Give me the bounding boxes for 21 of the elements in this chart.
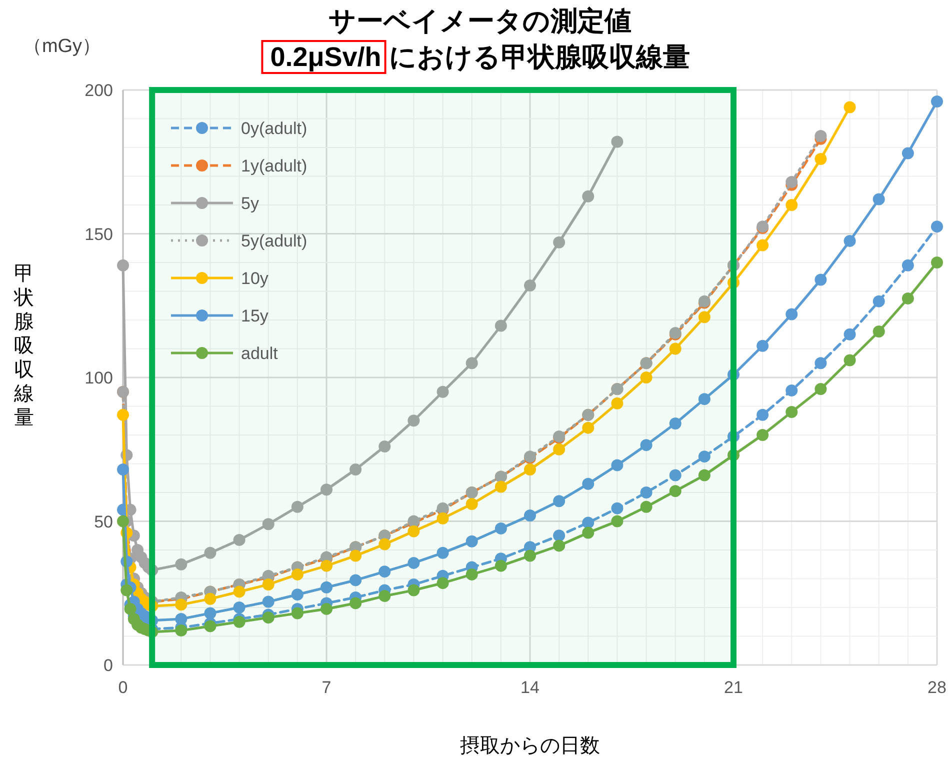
x-tick-label: 28 <box>928 678 946 697</box>
y-axis-title: 甲状腺吸収線量 <box>13 263 34 429</box>
y-tick-label: 200 <box>84 81 113 100</box>
x-tick-label: 21 <box>724 678 743 697</box>
legend-label: 5y(adult) <box>241 232 308 250</box>
y-tick-label: 0 <box>104 656 113 675</box>
x-tick-label: 14 <box>520 678 540 697</box>
y-tick-label: 50 <box>94 512 113 532</box>
legend-label: 10y <box>241 269 269 288</box>
x-tick-label: 7 <box>322 678 332 697</box>
x-tick-label: 0 <box>118 678 128 697</box>
legend-label: 5y <box>241 194 260 213</box>
legend-label: 0y(adult) <box>241 119 308 138</box>
legend-label: 15y <box>241 306 269 326</box>
legend-label: 1y(adult) <box>241 156 308 176</box>
legend-label: adult <box>241 344 278 363</box>
text: （mGy） <box>22 36 102 57</box>
chart-title: サーベイメータの測定値 0.2μSv/h における甲状腺吸収線量 <box>270 6 690 72</box>
y-tick-label: 150 <box>84 224 113 244</box>
y-tick-label: 100 <box>84 368 113 388</box>
x-axis-title: 摂取からの日数 <box>460 735 600 757</box>
